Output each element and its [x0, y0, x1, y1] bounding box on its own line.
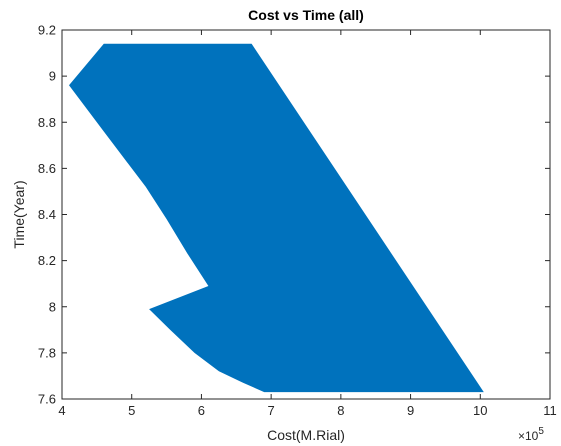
y-axis-ticks: 7.6 7.8 8 8.2 8.4 8.6 8.8 9 9.2 [38, 23, 550, 407]
x-axis-label: Cost(M.Rial) [267, 427, 345, 443]
x-tick-label: 5 [128, 403, 135, 418]
x-tick-label: 9 [407, 403, 414, 418]
x-axis-ticks: 4 5 6 7 8 9 10 11 [58, 30, 557, 418]
y-tick-label: 9.2 [38, 23, 56, 38]
y-tick-label: 8.6 [38, 161, 56, 176]
series-area [69, 43, 484, 393]
y-tick-label: 7.8 [38, 345, 56, 360]
x-tick-label: 11 [543, 403, 557, 418]
series-layer [69, 43, 484, 393]
y-tick-label: 9 [49, 69, 56, 84]
x-tick-label: 4 [58, 403, 65, 418]
x-axis-exponent-base: ×10 [518, 429, 539, 443]
y-tick-label: 8.2 [38, 253, 56, 268]
y-axis-label: Time(Year) [11, 180, 27, 248]
x-tick-label: 8 [337, 403, 344, 418]
x-axis-exponent: ×105 [518, 426, 544, 443]
y-tick-label: 7.6 [38, 392, 56, 407]
x-tick-label: 7 [268, 403, 275, 418]
y-tick-label: 8.8 [38, 115, 56, 130]
x-tick-label: 6 [198, 403, 205, 418]
x-axis-exponent-power: 5 [538, 426, 544, 437]
y-tick-label: 8 [49, 299, 56, 314]
chart-title: Cost vs Time (all) [248, 7, 364, 23]
x-tick-label: 10 [473, 403, 487, 418]
y-tick-label: 8.4 [38, 207, 56, 222]
